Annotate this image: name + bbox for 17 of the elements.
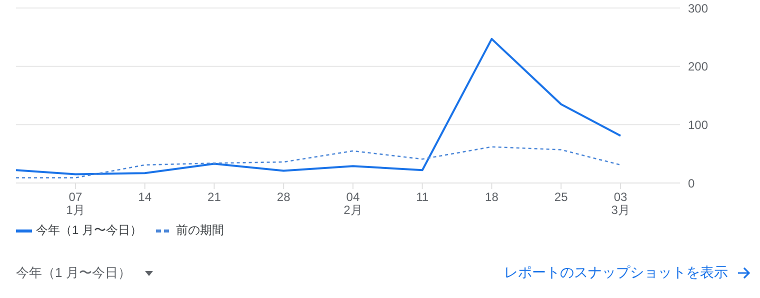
y-tick-label: 100	[688, 118, 708, 132]
x-tick-label: 14	[138, 190, 152, 204]
x-tick-label: 25	[554, 190, 568, 204]
y-tick-label: 0	[688, 176, 695, 190]
x-tick-label: 04 2月	[344, 190, 362, 217]
x-tick-label: 07 1月	[66, 190, 85, 217]
text: レポートのスナップショットを表示	[504, 264, 728, 282]
x-tick-label: 03 3月	[611, 190, 630, 217]
legend-label: 今年（1 月〜今日）	[36, 222, 142, 239]
x-tick-label: 18	[485, 190, 499, 204]
text: 今年（1 月〜今日）	[16, 264, 131, 282]
x-tick-label: 21	[208, 190, 222, 204]
y-tick-label: 300	[688, 1, 708, 16]
x-tick-label: 11	[416, 190, 429, 204]
legend-label: 前の期間	[176, 222, 224, 239]
y-tick-label: 200	[688, 60, 708, 74]
x-tick-label: 28	[276, 190, 291, 204]
